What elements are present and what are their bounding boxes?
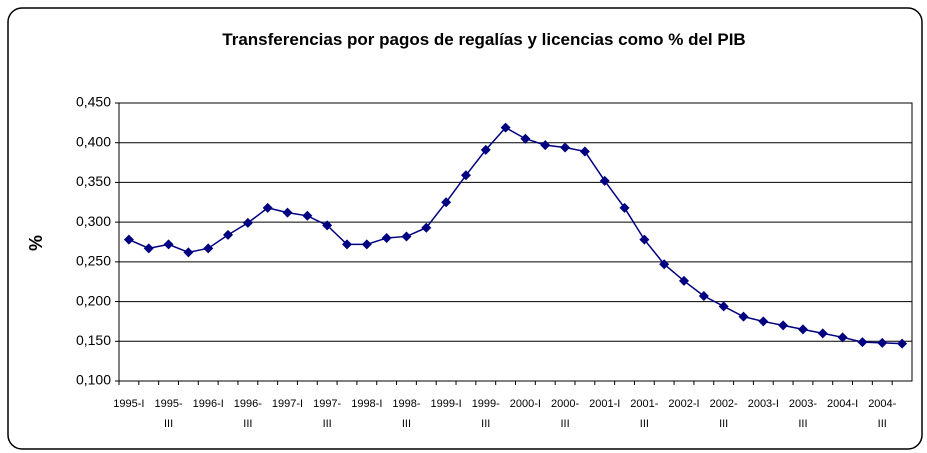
x-tick-label: 2002-III [710, 398, 738, 430]
data-point [797, 324, 808, 335]
data-point [183, 247, 194, 258]
x-tick-label: 2000-I [510, 398, 541, 410]
data-point [460, 170, 471, 181]
data-point [599, 175, 610, 186]
data-point [857, 337, 868, 348]
chart-title: Transferencias por pagos de regalías y l… [222, 30, 745, 49]
x-tick-label: 1998-III [392, 398, 420, 430]
x-tick-label: 1995-I [113, 398, 144, 410]
y-tick-label: 0,450 [76, 94, 111, 110]
x-tick-label: 2003-I [748, 398, 779, 410]
data-point [282, 207, 293, 218]
data-point [203, 243, 214, 254]
data-point [897, 338, 908, 349]
data-point [361, 239, 372, 250]
data-point [738, 311, 749, 322]
y-tick-label: 0,250 [76, 253, 111, 269]
data-point [619, 202, 630, 213]
data-point [758, 316, 769, 327]
x-tick-label: 2004-III [868, 398, 896, 430]
data-point [302, 210, 313, 221]
data-point [718, 301, 729, 312]
x-tick-label: 2004-I [827, 398, 858, 410]
y-axis-title: % [26, 235, 46, 251]
data-point [401, 231, 412, 242]
data-point [262, 202, 273, 213]
data-point [520, 133, 531, 144]
series-line [128, 126, 903, 345]
data-point [341, 239, 352, 250]
data-point [540, 140, 551, 151]
data-point [480, 144, 491, 155]
chart-frame [7, 7, 923, 450]
x-tick-label: 1999-III [472, 398, 500, 430]
data-point [322, 220, 333, 231]
data-point [817, 328, 828, 339]
data-point [143, 243, 154, 254]
y-tick-label: 0,400 [76, 133, 111, 149]
x-tick-label: 1996-III [234, 398, 262, 430]
x-tick-label: 1995-III [154, 398, 182, 430]
x-tick-label: 2000-III [551, 398, 579, 430]
x-tick-label: 1997-III [313, 398, 341, 430]
x-tick-label: 2003-III [789, 398, 817, 430]
y-tick-label: 0,350 [76, 173, 111, 189]
data-point [579, 146, 590, 157]
data-point [163, 239, 174, 250]
x-tick-label: 1997-I [272, 398, 303, 410]
x-tick-label: 1999-I [431, 398, 462, 410]
data-point [421, 222, 432, 233]
data-point [242, 217, 253, 228]
data-point [679, 275, 690, 286]
data-point [778, 320, 789, 331]
data-point [837, 332, 848, 343]
x-tick-label: 2001-I [589, 398, 620, 410]
data-point [500, 122, 511, 133]
y-tick-label: 0,300 [76, 213, 111, 229]
x-tick-label: 2001-III [630, 398, 658, 430]
y-tick-label: 0,150 [76, 332, 111, 348]
y-tick-label: 0,100 [76, 372, 111, 388]
data-point [381, 233, 392, 244]
data-point [441, 197, 452, 208]
data-point [123, 234, 134, 245]
data-point [698, 291, 709, 302]
data-point [223, 229, 234, 240]
x-tick-label: 1998-I [351, 398, 382, 410]
data-point [639, 234, 650, 245]
data-point [877, 337, 888, 348]
x-tick-label: 1996-I [193, 398, 224, 410]
x-tick-label: 2002-I [668, 398, 699, 410]
y-tick-label: 0,200 [76, 292, 111, 308]
data-point [659, 259, 670, 270]
data-point [560, 142, 571, 153]
